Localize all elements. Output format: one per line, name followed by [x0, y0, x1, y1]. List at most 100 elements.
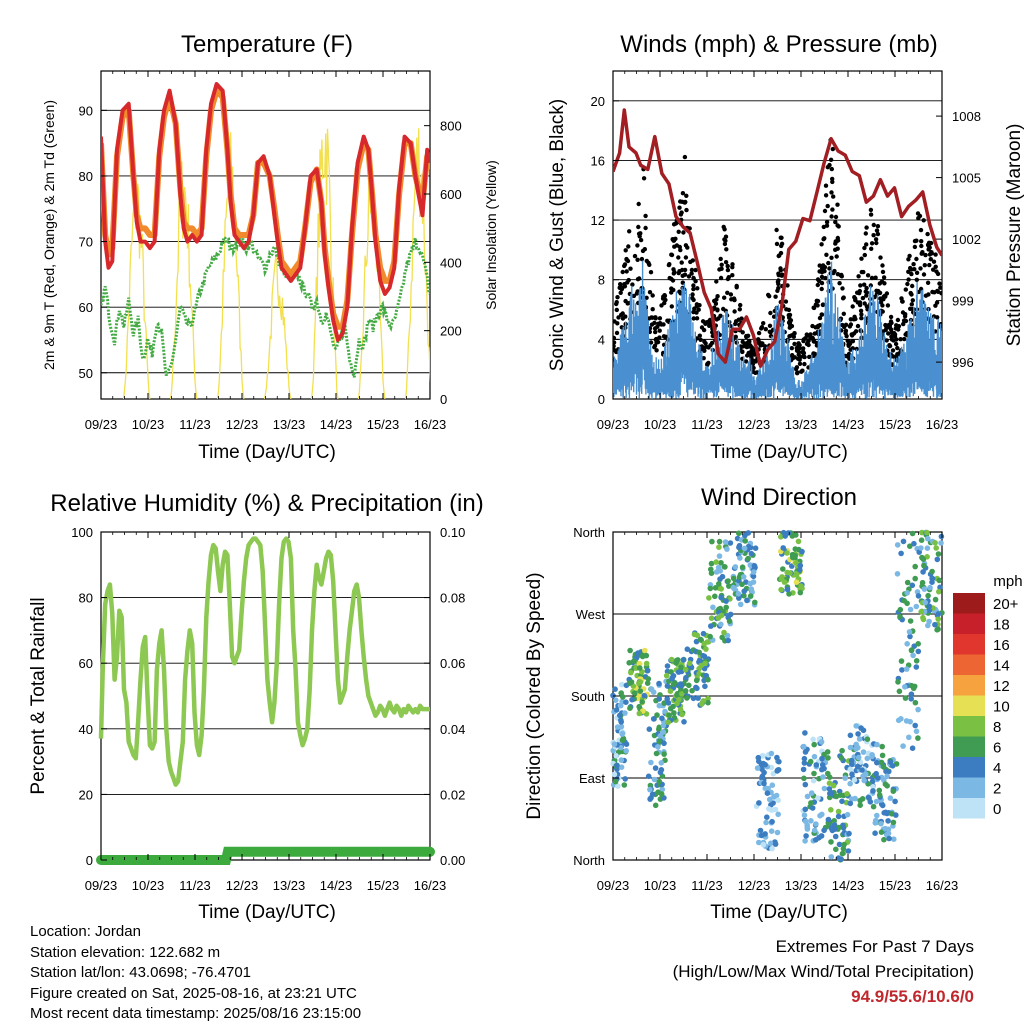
gust-point [868, 283, 873, 288]
direction-point [846, 830, 852, 837]
station-location: Location: Jordan [30, 923, 141, 940]
direction-point [613, 707, 620, 713]
x-tick-label: 14/23 [832, 878, 865, 893]
gust-point [862, 282, 867, 287]
gust-point [856, 274, 861, 279]
direction-point [882, 809, 889, 816]
gust-point [834, 254, 839, 259]
gust-point [827, 266, 832, 271]
gust-point [871, 222, 876, 228]
direction-point [841, 841, 847, 848]
direction-point [659, 715, 665, 722]
direction-point [643, 660, 650, 667]
direction-point [863, 771, 869, 778]
direction-point [911, 540, 917, 547]
direction-point [920, 614, 926, 621]
gust-point [679, 210, 684, 215]
direction-point [737, 555, 743, 561]
gust-point [648, 270, 654, 275]
x-tick-label: 11/23 [691, 878, 723, 893]
gust-point [902, 314, 908, 319]
winds-title: Winds (mph) & Pressure (mb) [620, 31, 937, 58]
temperature-xlabel: Time (Day/UTC) [198, 442, 336, 463]
direction-point [797, 589, 804, 596]
gust-point [657, 316, 663, 321]
gust-point [718, 275, 724, 281]
gust-point [693, 267, 698, 273]
direction-point [748, 550, 755, 557]
direction-point [908, 647, 915, 653]
gust-point [776, 278, 781, 283]
gust-point [685, 245, 690, 250]
direction-point [875, 775, 881, 781]
x-tick-label: 16/23 [926, 878, 959, 893]
direction-point [832, 826, 838, 832]
direction-title: Wind Direction [701, 484, 857, 511]
temperature-title: Temperature (F) [181, 31, 353, 58]
direction-point [741, 588, 747, 594]
temperature-panel: Temperature (F) Time (Day/UTC) 2m & 9m T… [41, 31, 499, 463]
direction-point [840, 825, 847, 831]
temperature-clip-group [101, 82, 430, 399]
direction-point [878, 759, 885, 766]
gust-point [787, 325, 792, 330]
direction-point [702, 683, 708, 690]
direction-point [617, 712, 623, 719]
gust-point [859, 256, 864, 261]
direction-point [847, 732, 854, 739]
direction-point [809, 805, 816, 811]
direction-point [913, 658, 920, 664]
gust-point [722, 227, 727, 232]
gust-point [756, 337, 761, 342]
direction-point [716, 538, 723, 545]
gust-point [822, 208, 828, 214]
gust-point [855, 290, 860, 295]
gust-point [895, 345, 900, 351]
gust-point [893, 326, 898, 331]
direction-point [629, 696, 635, 703]
x-tick-label: 16/23 [926, 417, 959, 432]
direction-point [693, 677, 700, 684]
y-tick-label: 40 [79, 722, 93, 737]
gust-point [891, 338, 896, 343]
direction-point [908, 696, 914, 702]
direction-point [924, 545, 931, 551]
direction-point [764, 814, 770, 820]
direction-point [758, 832, 765, 839]
direction-point [899, 667, 905, 673]
gust-point [784, 307, 789, 312]
direction-point [889, 763, 896, 769]
legend-label: 10 [993, 699, 1010, 716]
gust-point [840, 322, 845, 328]
direction-point [657, 733, 664, 739]
direction-point [847, 780, 853, 787]
y-tick-label: 999 [952, 294, 974, 309]
direction-point [745, 530, 752, 536]
legend-label: 14 [993, 658, 1010, 675]
direction-point [912, 699, 919, 706]
direction-point [789, 554, 796, 561]
direction-point [886, 835, 892, 842]
gust-point [881, 275, 887, 280]
direction-point [622, 710, 628, 716]
direction-point [820, 774, 826, 780]
precipitation-line [96, 846, 435, 865]
gust-point [857, 302, 863, 308]
gust-point [830, 179, 835, 185]
gust-point [895, 317, 901, 323]
speed-color-legend: mph 20+ 18 16 14 12 10 8 6 4 2 0 [953, 573, 1023, 819]
direction-point [668, 656, 675, 663]
station-info: Location: Jordan Station elevation: 122.… [30, 922, 361, 1025]
direction-point [747, 562, 754, 568]
gust-point [815, 303, 820, 308]
direction-point [712, 585, 719, 591]
direction-point [898, 716, 904, 722]
direction-point [660, 722, 667, 729]
gust-point [881, 297, 886, 302]
x-tick-label: 09/23 [85, 878, 118, 893]
direction-point [853, 723, 859, 729]
direction-point [825, 770, 831, 777]
direction-point [844, 811, 851, 818]
direction-point [828, 839, 834, 845]
direction-point [627, 705, 633, 711]
